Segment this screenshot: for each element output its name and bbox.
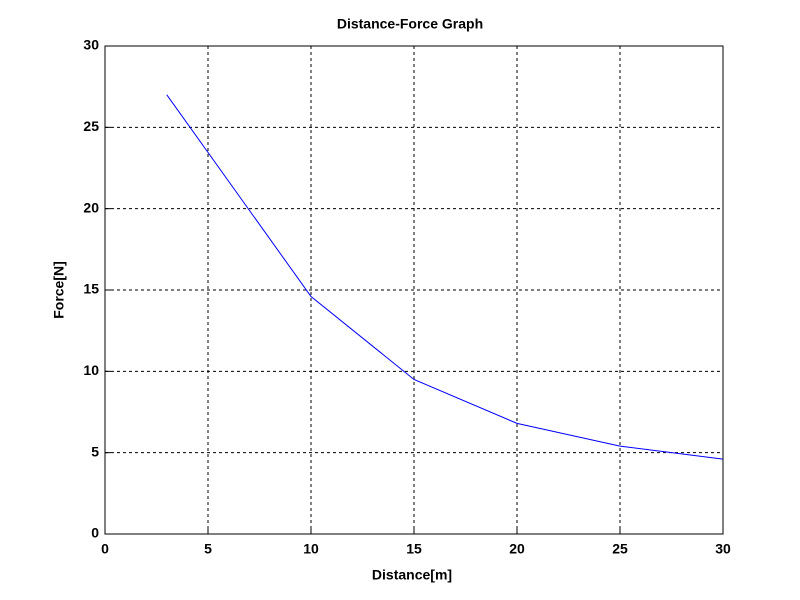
y-axis-label: Force[N] — [51, 261, 67, 319]
x-tick-label: 25 — [612, 541, 628, 557]
y-tick-label: 20 — [83, 199, 99, 215]
x-tick-label: 15 — [406, 541, 422, 557]
y-tick-label: 25 — [83, 118, 99, 134]
y-tick-label: 10 — [83, 362, 99, 378]
x-tick-label: 5 — [204, 541, 212, 557]
x-tick-label: 30 — [715, 541, 731, 557]
x-tick-label: 0 — [101, 541, 109, 557]
y-tick-label: 30 — [83, 37, 99, 53]
y-tick-label: 5 — [91, 443, 99, 459]
y-tick-label: 15 — [83, 281, 99, 297]
chart-title: Distance-Force Graph — [337, 16, 483, 32]
data-line — [166, 94, 724, 460]
x-tick-label: 20 — [509, 541, 525, 557]
y-tick-label: 0 — [91, 525, 99, 541]
x-tick-label: 10 — [303, 541, 319, 557]
x-axis-label: Distance[m] — [372, 567, 452, 583]
